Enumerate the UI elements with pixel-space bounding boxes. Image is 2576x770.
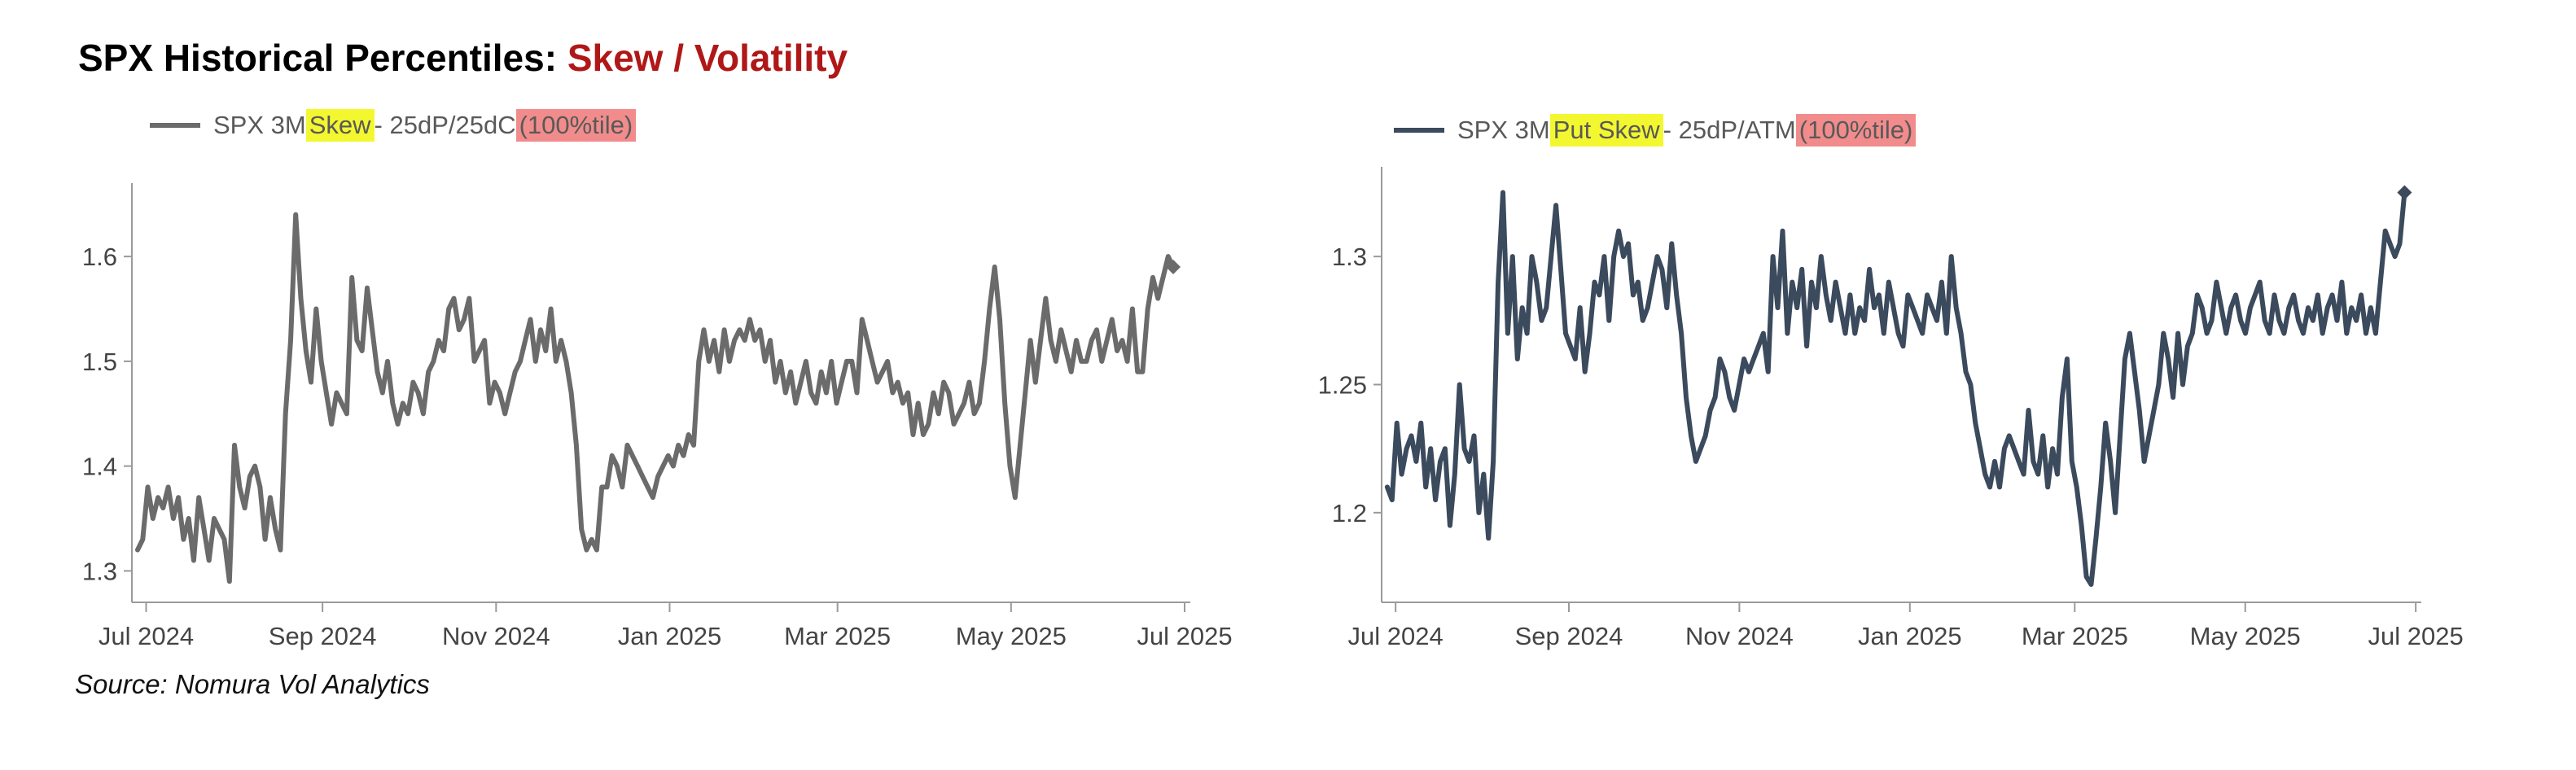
legend-badge: (100%tile): [515, 109, 637, 142]
y-tick-label: 1.3: [1332, 243, 1367, 271]
legend-line-swatch: [1394, 128, 1444, 133]
chart-skew-legend: SPX 3M Skew - 25dP/25dC (100%tile): [150, 109, 637, 142]
x-tick-label: Sep 2024: [1515, 622, 1623, 650]
last-point-marker: [1166, 260, 1181, 274]
y-tick-label: 1.5: [82, 348, 117, 376]
x-tick-label: Nov 2024: [1685, 622, 1794, 650]
y-tick-label: 1.25: [1318, 371, 1367, 400]
x-tick-label: Jul 2024: [99, 622, 194, 650]
x-tick-label: Jan 2025: [1858, 622, 1962, 650]
y-tick-label: 1.4: [82, 453, 117, 481]
title-main: SPX Historical Percentiles:: [78, 37, 567, 79]
legend-line-swatch: [150, 123, 200, 128]
x-tick-label: May 2025: [956, 622, 1067, 650]
x-tick-label: Mar 2025: [2022, 622, 2128, 650]
last-point-marker: [2397, 185, 2412, 200]
x-tick-label: Mar 2025: [784, 622, 891, 650]
x-tick-label: Sep 2024: [269, 622, 377, 650]
legend-prefix: SPX 3M: [1457, 116, 1550, 144]
y-tick-label: 1.6: [82, 243, 117, 271]
y-tick-label: 1.2: [1332, 499, 1367, 527]
series-line: [135, 212, 1176, 584]
legend-suffix: - 25dP/25dC: [374, 111, 516, 139]
title-accent: Skew / Volatility: [567, 37, 848, 79]
x-tick-label: May 2025: [2190, 622, 2301, 650]
x-tick-label: Jan 2025: [618, 622, 722, 650]
y-tick-label: 1.3: [82, 557, 117, 585]
legend-highlight: Skew: [305, 109, 375, 142]
legend-badge: (100%tile): [1795, 114, 1917, 147]
chart-put-skew: 1.2 1.25 1.3 Jul 2024 Sep 2024 Nov 2024 Jan 20…: [1318, 167, 2464, 650]
legend-highlight: Put Skew: [1549, 114, 1663, 147]
page-title: SPX Historical Percentiles: Skew / Volat…: [78, 36, 848, 80]
chart-put-skew-legend: SPX 3M Put Skew - 25dP/ATM (100%tile): [1394, 114, 1917, 147]
source-note: Source: Nomura Vol Analytics: [75, 669, 430, 699]
x-tick-label: Nov 2024: [442, 622, 550, 650]
x-tick-label: Jul 2025: [2368, 622, 2464, 650]
chart-skew: 1.3 1.4 1.5 1.6 Jul 2024 Sep 2024 Nov 2024 Jan …: [82, 183, 1233, 650]
legend-suffix: - 25dP/ATM: [1663, 116, 1796, 144]
series-line: [1384, 190, 2407, 587]
x-tick-label: Jul 2025: [1137, 622, 1232, 650]
legend-prefix: SPX 3M: [213, 111, 306, 139]
x-tick-label: Jul 2024: [1348, 622, 1444, 650]
